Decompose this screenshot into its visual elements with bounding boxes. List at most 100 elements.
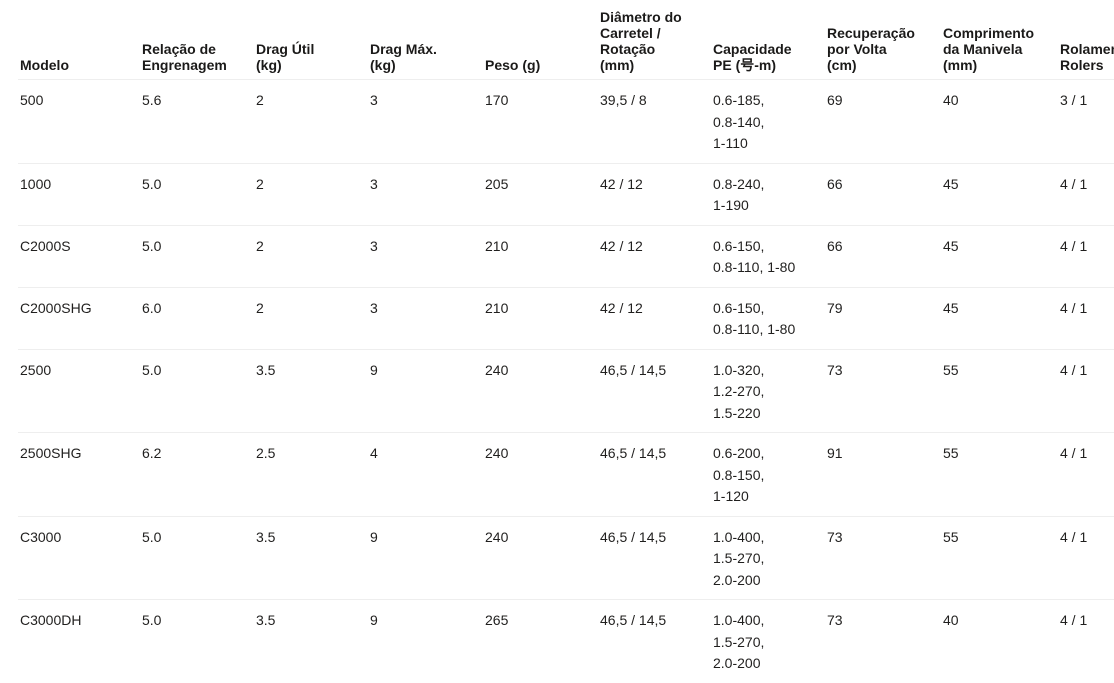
cell-comprimento-manivela: 45 [943, 287, 1060, 350]
cell-recuperacao-por-volta: 91 [827, 432, 943, 517]
cell-diametro-carretel-rotacao: 46,5 / 14,5 [600, 516, 713, 600]
cell-relacao-engrenagem: 5.0 [142, 599, 256, 683]
column-header-relacao-engrenagem: Relação de Engrenagem [142, 0, 256, 80]
cell-rolamentos: 3 / 1 [1060, 79, 1114, 164]
cell-recuperacao-por-volta: 69 [827, 79, 943, 164]
column-header-capacidade-pe: Capacidade PE (号-m) [713, 0, 827, 80]
cell-drag-util: 3.5 [256, 349, 370, 433]
cell-relacao-engrenagem: 5.0 [142, 225, 256, 288]
column-header-recuperacao-por-volta: Recuperação por Volta (cm) [827, 0, 943, 80]
table-row: C2000S 5.0 2 3 210 42 / 12 0.6-150, 0.8-… [18, 225, 1114, 288]
cell-rolamentos: 4 / 1 [1060, 432, 1114, 517]
cell-relacao-engrenagem: 5.0 [142, 163, 256, 226]
cell-relacao-engrenagem: 6.2 [142, 432, 256, 517]
cell-drag-util: 2 [256, 163, 370, 226]
cell-rolamentos: 4 / 1 [1060, 225, 1114, 288]
cell-comprimento-manivela: 45 [943, 225, 1060, 288]
cell-capacidade-pe: 0.6-200, 0.8-150, 1-120 [713, 432, 827, 517]
cell-drag-util: 3.5 [256, 516, 370, 600]
cell-relacao-engrenagem: 5.6 [142, 79, 256, 164]
column-header-comprimento-manivela: Comprimento da Manivela (mm) [943, 0, 1060, 80]
cell-modelo: 500 [18, 79, 142, 164]
cell-rolamentos: 4 / 1 [1060, 163, 1114, 226]
cell-capacidade-pe: 1.0-400, 1.5-270, 2.0-200 [713, 516, 827, 600]
cell-recuperacao-por-volta: 73 [827, 349, 943, 433]
cell-diametro-carretel-rotacao: 46,5 / 14,5 [600, 599, 713, 683]
cell-modelo: 2500 [18, 349, 142, 433]
cell-capacidade-pe: 0.6-150, 0.8-110, 1-80 [713, 225, 827, 288]
cell-drag-max: 3 [370, 79, 485, 164]
cell-drag-util: 2 [256, 79, 370, 164]
cell-modelo: C2000SHG [18, 287, 142, 350]
cell-recuperacao-por-volta: 79 [827, 287, 943, 350]
cell-rolamentos: 4 / 1 [1060, 516, 1114, 600]
table-row: 2500 5.0 3.5 9 240 46,5 / 14,5 1.0-320, … [18, 349, 1114, 433]
column-header-rolamentos: Rolamentos Rolers [1060, 0, 1114, 80]
cell-drag-util: 2 [256, 225, 370, 288]
cell-comprimento-manivela: 40 [943, 599, 1060, 683]
table-row: C3000DH 5.0 3.5 9 265 46,5 / 14,5 1.0-40… [18, 599, 1114, 683]
header-row: Modelo Relação de Engrenagem Drag Útil (… [18, 0, 1114, 80]
cell-peso: 170 [485, 79, 600, 164]
cell-peso: 210 [485, 225, 600, 288]
cell-modelo: C2000S [18, 225, 142, 288]
cell-peso: 210 [485, 287, 600, 350]
column-header-drag-util: Drag Útil (kg) [256, 0, 370, 80]
cell-rolamentos: 4 / 1 [1060, 349, 1114, 433]
cell-diametro-carretel-rotacao: 46,5 / 14,5 [600, 349, 713, 433]
cell-capacidade-pe: 1.0-400, 1.5-270, 2.0-200 [713, 599, 827, 683]
cell-diametro-carretel-rotacao: 42 / 12 [600, 163, 713, 226]
cell-drag-max: 3 [370, 163, 485, 226]
cell-drag-max: 3 [370, 225, 485, 288]
table-row: 1000 5.0 2 3 205 42 / 12 0.8-240, 1-190 … [18, 163, 1114, 226]
cell-comprimento-manivela: 40 [943, 79, 1060, 164]
cell-capacidade-pe: 0.8-240, 1-190 [713, 163, 827, 226]
column-header-diametro-carretel-rotacao: Diâmetro do Carretel / Rotação (mm) [600, 0, 713, 80]
cell-drag-max: 4 [370, 432, 485, 517]
column-header-drag-max: Drag Máx. (kg) [370, 0, 485, 80]
cell-peso: 240 [485, 349, 600, 433]
column-header-modelo: Modelo [18, 0, 142, 80]
cell-diametro-carretel-rotacao: 39,5 / 8 [600, 79, 713, 164]
cell-modelo: C3000 [18, 516, 142, 600]
reel-spec-table: Modelo Relação de Engrenagem Drag Útil (… [18, 0, 1114, 683]
cell-comprimento-manivela: 55 [943, 432, 1060, 517]
cell-comprimento-manivela: 45 [943, 163, 1060, 226]
cell-drag-max: 9 [370, 599, 485, 683]
cell-recuperacao-por-volta: 66 [827, 225, 943, 288]
cell-comprimento-manivela: 55 [943, 349, 1060, 433]
table-row: C2000SHG 6.0 2 3 210 42 / 12 0.6-150, 0.… [18, 287, 1114, 350]
cell-capacidade-pe: 1.0-320, 1.2-270, 1.5-220 [713, 349, 827, 433]
cell-drag-util: 2.5 [256, 432, 370, 517]
cell-drag-max: 3 [370, 287, 485, 350]
cell-relacao-engrenagem: 5.0 [142, 516, 256, 600]
cell-capacidade-pe: 0.6-150, 0.8-110, 1-80 [713, 287, 827, 350]
cell-comprimento-manivela: 55 [943, 516, 1060, 600]
cell-relacao-engrenagem: 6.0 [142, 287, 256, 350]
cell-recuperacao-por-volta: 66 [827, 163, 943, 226]
cell-modelo: 2500SHG [18, 432, 142, 517]
cell-drag-max: 9 [370, 349, 485, 433]
cell-diametro-carretel-rotacao: 42 / 12 [600, 287, 713, 350]
cell-drag-util: 3.5 [256, 599, 370, 683]
cell-peso: 265 [485, 599, 600, 683]
cell-peso: 205 [485, 163, 600, 226]
table-row: C3000 5.0 3.5 9 240 46,5 / 14,5 1.0-400,… [18, 516, 1114, 600]
cell-recuperacao-por-volta: 73 [827, 516, 943, 600]
table-row: 500 5.6 2 3 170 39,5 / 8 0.6-185, 0.8-14… [18, 79, 1114, 164]
cell-modelo: C3000DH [18, 599, 142, 683]
cell-modelo: 1000 [18, 163, 142, 226]
column-header-peso: Peso (g) [485, 0, 600, 80]
cell-relacao-engrenagem: 5.0 [142, 349, 256, 433]
cell-drag-max: 9 [370, 516, 485, 600]
cell-peso: 240 [485, 516, 600, 600]
cell-peso: 240 [485, 432, 600, 517]
cell-drag-util: 2 [256, 287, 370, 350]
cell-capacidade-pe: 0.6-185, 0.8-140, 1-110 [713, 79, 827, 164]
cell-diametro-carretel-rotacao: 46,5 / 14,5 [600, 432, 713, 517]
cell-diametro-carretel-rotacao: 42 / 12 [600, 225, 713, 288]
cell-recuperacao-por-volta: 73 [827, 599, 943, 683]
cell-rolamentos: 4 / 1 [1060, 287, 1114, 350]
table-row: 2500SHG 6.2 2.5 4 240 46,5 / 14,5 0.6-20… [18, 432, 1114, 517]
